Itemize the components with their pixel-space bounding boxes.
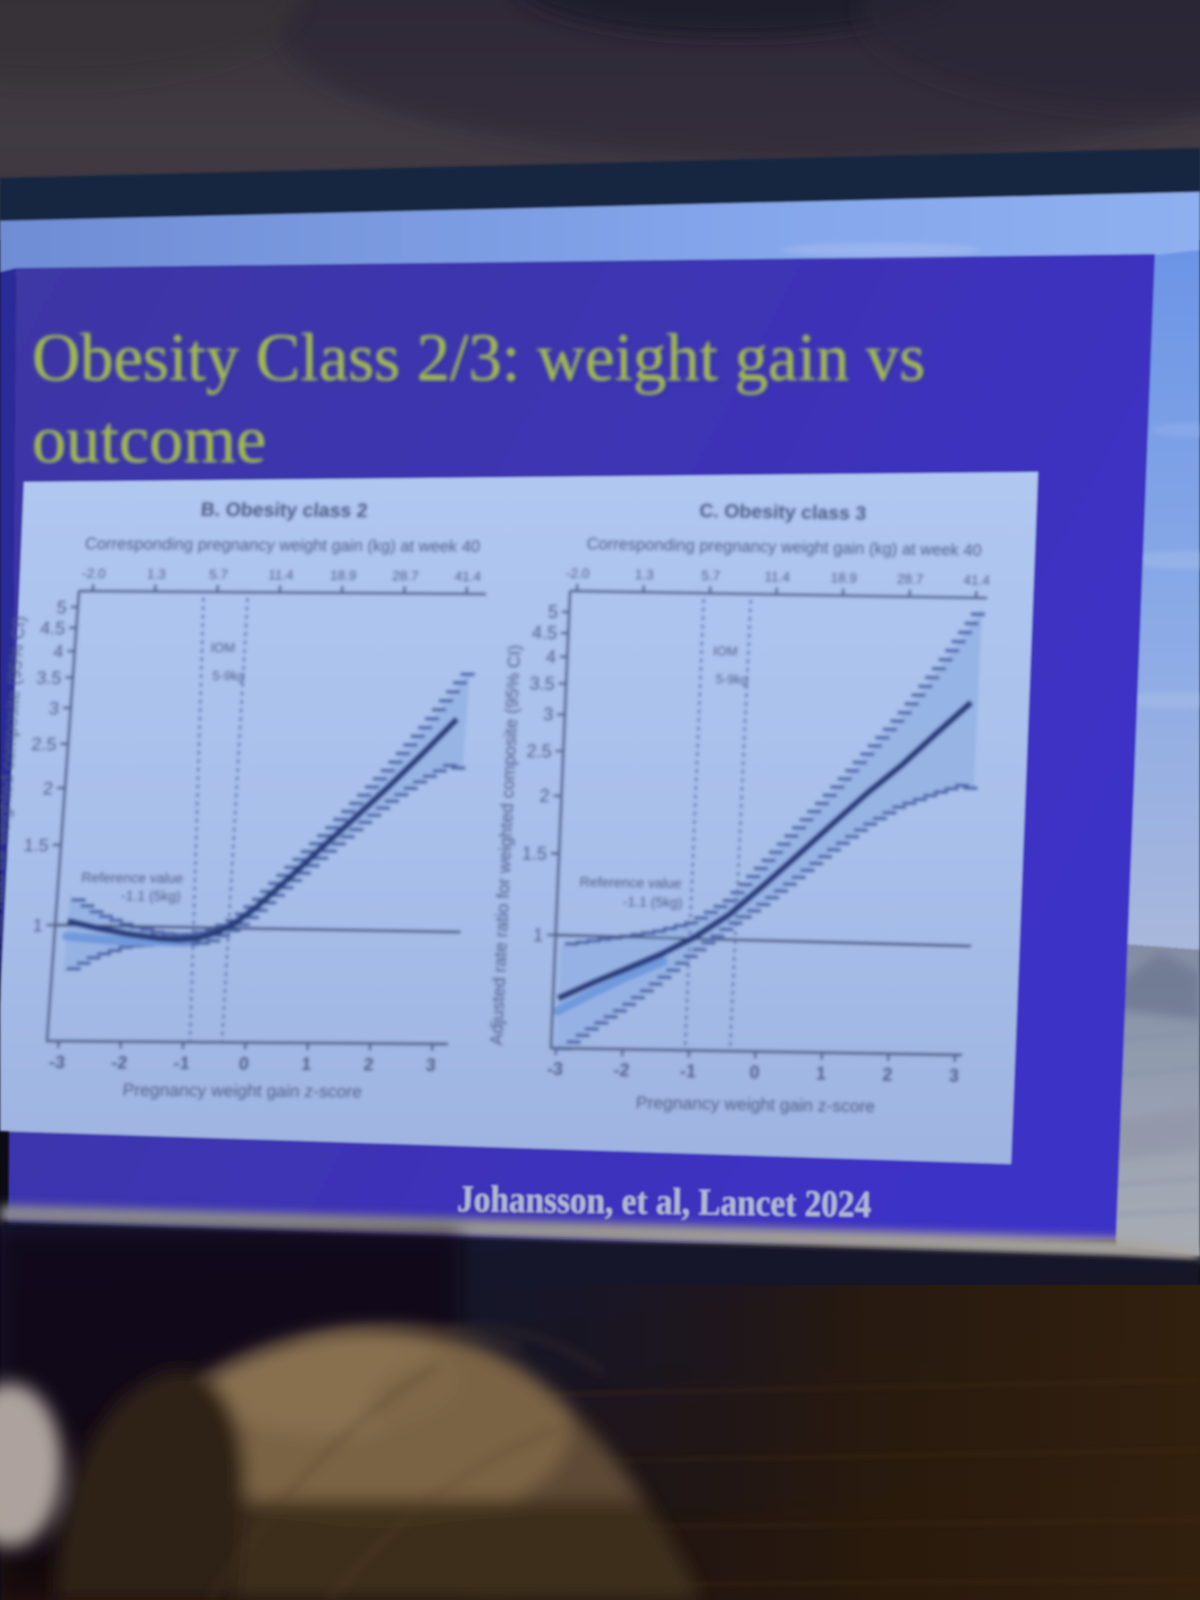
svg-text:-1.1 (5kg): -1.1 (5kg)	[120, 888, 181, 904]
svg-text:3: 3	[48, 698, 60, 718]
svg-text:5: 5	[548, 602, 559, 622]
svg-text:5-9kg: 5-9kg	[212, 668, 246, 683]
svg-text:Pregnancy weight gain z-score: Pregnancy weight gain z-score	[122, 1080, 363, 1102]
svg-text:2: 2	[42, 778, 54, 798]
svg-text:41.4: 41.4	[454, 569, 482, 584]
svg-text:outcome: outcome	[35, 404, 269, 480]
svg-text:1: 1	[301, 1054, 313, 1074]
svg-text:IOM: IOM	[210, 640, 236, 655]
svg-text:2: 2	[363, 1054, 375, 1074]
svg-text:1: 1	[32, 915, 44, 935]
svg-text:3.5: 3.5	[529, 673, 555, 693]
svg-text:-2.0: -2.0	[566, 566, 590, 581]
svg-text:5-9kg: 5-9kg	[715, 672, 748, 688]
svg-text:-1: -1	[680, 1061, 697, 1081]
svg-text:28.7: 28.7	[392, 568, 419, 583]
svg-text:0: 0	[238, 1053, 250, 1073]
svg-text:3.5: 3.5	[36, 668, 63, 688]
svg-text:Johansson, et al, Lancet 2024: Johansson, et al, Lancet 2024	[457, 1178, 872, 1226]
svg-text:1.3: 1.3	[146, 567, 166, 582]
svg-text:-2: -2	[613, 1060, 630, 1080]
svg-text:18.9: 18.9	[830, 570, 857, 585]
svg-text:Pregnancy weight gain z-score: Pregnancy weight gain z-score	[636, 1093, 876, 1117]
svg-text:5: 5	[56, 597, 68, 617]
svg-text:-2.0: -2.0	[82, 566, 106, 581]
svg-text:Corresponding pregnancy weight: Corresponding pregnancy weight gain (kg)…	[84, 534, 481, 556]
svg-text:-2: -2	[111, 1053, 129, 1073]
svg-text:IOM: IOM	[713, 643, 738, 658]
svg-text:1.3: 1.3	[635, 567, 654, 582]
svg-text:C. Obesity class 3: C. Obesity class 3	[699, 500, 867, 525]
svg-text:-3: -3	[48, 1052, 66, 1072]
svg-text:3: 3	[543, 705, 554, 725]
svg-text:4.5: 4.5	[39, 618, 66, 638]
svg-text:18.9: 18.9	[330, 568, 357, 583]
svg-text:Reference value: Reference value	[81, 869, 184, 886]
svg-text:41.4: 41.4	[963, 573, 990, 588]
svg-text:-1: -1	[173, 1053, 191, 1073]
svg-text:-1.1 (5kg): -1.1 (5kg)	[622, 893, 683, 910]
svg-text:4: 4	[545, 647, 556, 667]
svg-text:2.5: 2.5	[526, 741, 552, 761]
svg-text:2: 2	[882, 1065, 893, 1085]
svg-text:B. Obesity class 2: B. Obesity class 2	[200, 499, 369, 522]
svg-text:5.7: 5.7	[209, 567, 229, 582]
svg-text:3: 3	[949, 1066, 960, 1086]
svg-text:-3: -3	[547, 1059, 564, 1079]
svg-text:3: 3	[425, 1055, 437, 1075]
svg-text:4: 4	[53, 641, 65, 661]
svg-text:Obesity Class 2/3: weight gain: Obesity Class 2/3: weight gain vs	[35, 322, 928, 398]
svg-text:4.5: 4.5	[532, 623, 558, 643]
svg-text:28.7: 28.7	[897, 572, 924, 587]
svg-text:outcome: outcome	[32, 401, 266, 477]
svg-text:Reference value: Reference value	[579, 873, 682, 891]
svg-text:0: 0	[749, 1062, 760, 1082]
svg-text:5.7: 5.7	[701, 568, 720, 583]
svg-text:1.5: 1.5	[521, 843, 547, 863]
svg-text:1: 1	[816, 1064, 827, 1084]
svg-text:2.5: 2.5	[31, 734, 58, 754]
svg-text:Obesity Class 2/3: weight gain: Obesity Class 2/3: weight gain vs	[32, 319, 925, 395]
svg-text:2: 2	[539, 786, 550, 806]
svg-text:1.5: 1.5	[23, 835, 50, 855]
svg-text:11.4: 11.4	[764, 569, 790, 584]
svg-text:1: 1	[533, 925, 544, 945]
svg-text:11.4: 11.4	[268, 567, 295, 582]
